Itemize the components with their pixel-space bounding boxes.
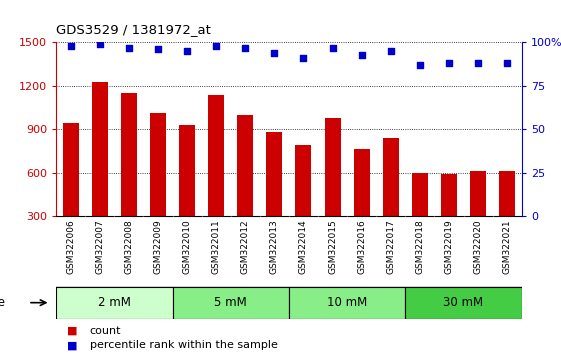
Bar [383,138,399,216]
Text: 2 mM: 2 mM [98,296,131,309]
Text: ■: ■ [67,340,78,350]
Point [328,45,337,51]
Point [357,52,366,57]
Text: GSM322020: GSM322020 [473,219,482,274]
Bar [237,115,253,216]
Text: GSM322017: GSM322017 [387,219,396,274]
Bar [441,174,457,216]
Text: percentile rank within the sample: percentile rank within the sample [90,340,278,350]
Text: ■: ■ [67,326,78,336]
Text: GDS3529 / 1381972_at: GDS3529 / 1381972_at [56,23,211,36]
Text: GSM322018: GSM322018 [415,219,424,274]
Bar [266,132,282,216]
Text: GSM322009: GSM322009 [154,219,163,274]
Bar [179,125,195,216]
Text: 10 mM: 10 mM [327,296,367,309]
Text: 30 mM: 30 mM [443,296,484,309]
Point [473,61,482,66]
Point [444,61,453,66]
Bar [173,287,289,319]
Text: GSM322010: GSM322010 [182,219,191,274]
Text: GSM322013: GSM322013 [270,219,279,274]
Text: count: count [90,326,121,336]
Point [154,47,163,52]
Point [211,43,220,49]
Bar [325,118,341,216]
Bar [296,145,311,216]
Text: GSM322008: GSM322008 [125,219,134,274]
Point [387,48,396,54]
Point [182,48,191,54]
Text: dose: dose [0,296,6,309]
Bar [405,287,522,319]
Text: 5 mM: 5 mM [214,296,247,309]
Text: GSM322011: GSM322011 [211,219,220,274]
Bar [412,172,428,216]
Point [415,62,424,68]
Text: GSM322019: GSM322019 [444,219,453,274]
Bar [121,93,137,216]
Bar [63,124,79,216]
Bar [289,287,405,319]
Point [270,50,279,56]
Bar [56,287,173,319]
Text: GSM322021: GSM322021 [503,219,512,274]
Text: GSM322014: GSM322014 [299,219,308,274]
Bar [470,171,486,216]
Point [503,61,512,66]
Bar [92,81,108,216]
Text: GSM322007: GSM322007 [95,219,104,274]
Text: GSM322016: GSM322016 [357,219,366,274]
Point [241,45,250,51]
Point [66,43,75,49]
Text: GSM322015: GSM322015 [328,219,337,274]
Bar [150,113,166,216]
Bar [208,95,224,216]
Text: GSM322012: GSM322012 [241,219,250,274]
Point [95,41,104,47]
Text: GSM322006: GSM322006 [66,219,75,274]
Bar [353,149,370,216]
Bar [499,171,515,216]
Point [299,55,308,61]
Point [125,45,134,51]
